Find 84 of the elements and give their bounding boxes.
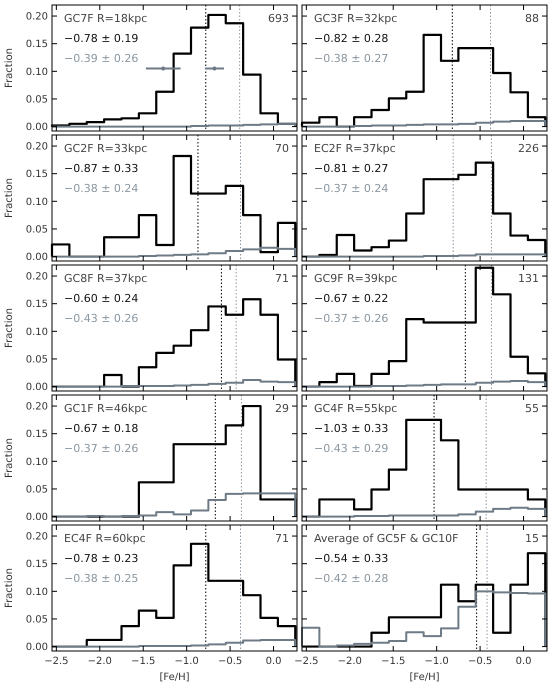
annotation: 55 <box>525 402 539 415</box>
annotation: Average of GC5F & GC10F <box>314 532 458 545</box>
y-tick-label: 0.05 <box>26 224 48 236</box>
y-tick-label: 0.00 <box>26 512 48 524</box>
annotation: GC3F R=32kpc <box>314 12 398 25</box>
y-tick-label: 0.00 <box>26 642 48 654</box>
y-tick-label: 0.20 <box>26 402 48 413</box>
x-tick-label: −1.5 <box>131 656 156 667</box>
y-tick-label: 0.00 <box>26 252 48 264</box>
y-tick-label: 0.00 <box>26 122 48 134</box>
annotation: −0.87 ± 0.33 <box>64 162 138 175</box>
y-tick-label: 0.05 <box>26 614 48 626</box>
x-tick-label: −1.0 <box>424 656 449 667</box>
y-tick-label: 0.20 <box>26 12 48 23</box>
x-tick-label: −2.5 <box>44 656 68 667</box>
y-tick-label: 0.05 <box>26 354 48 366</box>
annotation: −0.54 ± 0.33 <box>314 552 388 565</box>
annotation: EC2F R=37kpc <box>314 142 396 155</box>
x-tick-label: −2.0 <box>88 656 112 667</box>
x-tick-label: −2.5 <box>294 656 318 667</box>
annotation: 15 <box>525 532 539 545</box>
annotation: −0.60 ± 0.24 <box>64 292 138 305</box>
annotation: GC8F R=37kpc <box>64 272 148 285</box>
annotation: 70 <box>275 142 289 155</box>
y-axis-title: Fraction <box>4 568 15 608</box>
y-axis-title: Fraction <box>4 308 15 348</box>
y-tick-label: 0.15 <box>26 299 48 310</box>
y-tick-label: 0.10 <box>26 66 48 78</box>
y-tick-label: 0.00 <box>26 382 48 394</box>
annotation: −0.78 ± 0.19 <box>64 32 138 45</box>
annotation: GC2F R=33kpc <box>64 142 148 155</box>
annotation: −0.37 ± 0.26 <box>314 312 388 325</box>
y-tick-label: 0.20 <box>26 532 48 543</box>
annotation: GC7F R=18kpc <box>64 12 148 25</box>
x-tick-label: 0.0 <box>266 656 282 667</box>
annotation: −0.82 ± 0.28 <box>314 32 388 45</box>
annotation: EC4F R=60kpc <box>64 532 146 545</box>
y-tick-label: 0.10 <box>26 196 48 208</box>
annotation: −0.38 ± 0.24 <box>64 182 138 195</box>
x-tick-label: 0.0 <box>516 656 532 667</box>
x-tick-label: −1.0 <box>174 656 199 667</box>
annotation: −0.78 ± 0.23 <box>64 552 138 565</box>
annotation: 693 <box>268 12 289 25</box>
x-axis-title: [Fe/H] <box>159 672 190 683</box>
annotation: −0.37 ± 0.24 <box>314 182 388 195</box>
y-tick-label: 0.20 <box>26 272 48 283</box>
y-tick-label: 0.10 <box>26 456 48 468</box>
annotation: −0.38 ± 0.27 <box>314 52 388 65</box>
y-axis-title: Fraction <box>4 438 15 478</box>
y-tick-label: 0.10 <box>26 326 48 338</box>
annotation: −0.39 ± 0.26 <box>64 52 138 65</box>
y-tick-label: 0.20 <box>26 142 48 153</box>
annotation: 88 <box>525 12 539 25</box>
x-tick-label: −2.0 <box>338 656 362 667</box>
annotation: 71 <box>275 272 289 285</box>
annotation: 71 <box>275 532 289 545</box>
y-axis-title: Fraction <box>4 48 15 88</box>
annotation: GC9F R=39kpc <box>314 272 398 285</box>
y-tick-label: 0.05 <box>26 484 48 496</box>
annotation: 29 <box>275 402 289 415</box>
y-tick-label: 0.15 <box>26 39 48 50</box>
y-axis-title: Fraction <box>4 178 15 218</box>
annotation: −0.81 ± 0.27 <box>314 162 388 175</box>
y-tick-label: 0.15 <box>26 559 48 570</box>
annotation: −0.37 ± 0.26 <box>64 442 138 455</box>
annotation: −0.43 ± 0.26 <box>64 312 138 325</box>
annotation: −0.42 ± 0.28 <box>314 572 388 585</box>
annotation: −1.03 ± 0.33 <box>314 422 388 435</box>
annotation: 226 <box>518 142 539 155</box>
annotation: 131 <box>518 272 539 285</box>
annotation: −0.43 ± 0.29 <box>314 442 388 455</box>
annotation: −0.67 ± 0.22 <box>314 292 388 305</box>
y-tick-label: 0.15 <box>26 169 48 180</box>
x-tick-label: −1.5 <box>381 656 406 667</box>
y-tick-label: 0.15 <box>26 429 48 440</box>
annotation: GC1F R=46kpc <box>64 402 148 415</box>
annotation: −0.67 ± 0.18 <box>64 422 138 435</box>
y-tick-label: 0.05 <box>26 94 48 106</box>
x-axis-title: [Fe/H] <box>409 672 440 683</box>
annotation: GC4F R=55kpc <box>314 402 398 415</box>
y-tick-label: 0.10 <box>26 586 48 598</box>
x-tick-label: −0.5 <box>468 656 492 667</box>
x-tick-label: −0.5 <box>218 656 242 667</box>
annotation: −0.38 ± 0.25 <box>64 572 138 585</box>
